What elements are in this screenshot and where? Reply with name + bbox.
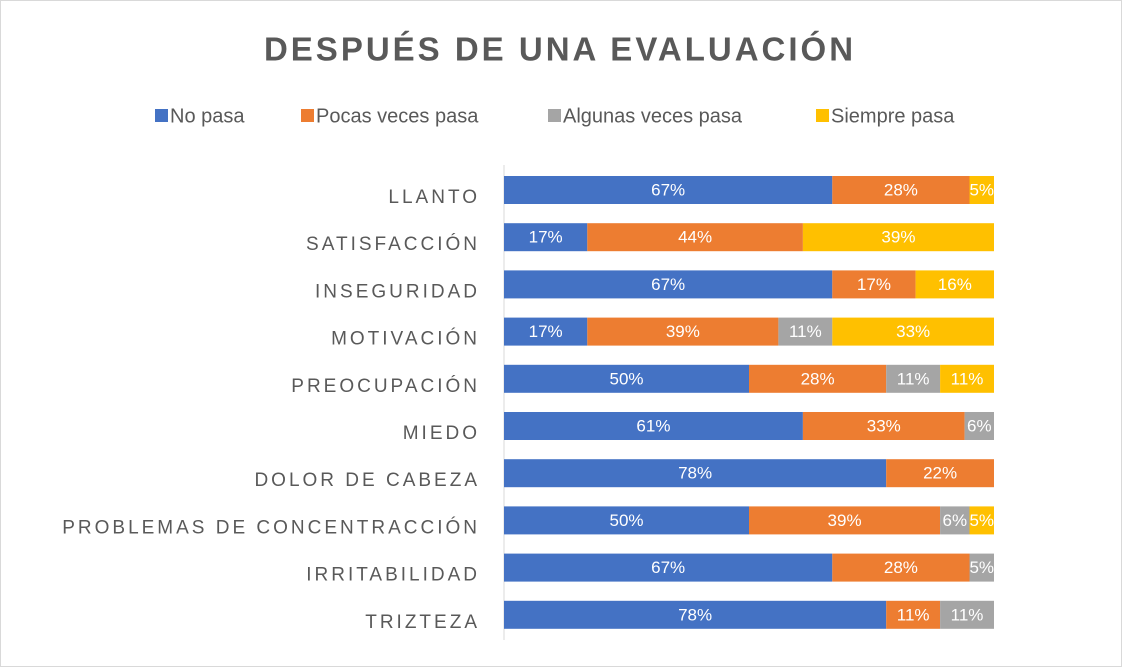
bar-segment	[915, 270, 994, 299]
bar-segment	[587, 317, 779, 346]
data-label: 39%	[666, 322, 700, 341]
bar-segment	[964, 412, 994, 440]
legend-swatch	[548, 109, 561, 122]
data-label: 17%	[857, 275, 891, 294]
data-label: 5%	[969, 180, 994, 199]
category-label: MIEDO	[403, 423, 480, 444]
bar-segment	[504, 600, 887, 629]
category-label: TRIZTEZA	[365, 612, 480, 633]
bar-segment	[940, 600, 994, 629]
bar-segment	[504, 223, 588, 252]
category-label: LLANTO	[388, 187, 480, 208]
bar-segment	[504, 176, 833, 204]
bar-segment	[832, 317, 994, 346]
bar-segment	[969, 553, 994, 582]
data-label: 11%	[897, 605, 930, 624]
bar-segment	[969, 506, 994, 535]
bar-segment	[832, 270, 916, 299]
category-label: MOTIVACIÓN	[331, 328, 480, 350]
data-label: 16%	[938, 275, 972, 294]
legend-swatch	[816, 109, 829, 122]
data-label: 6%	[967, 416, 992, 435]
bar-segment	[802, 223, 994, 252]
data-label: 5%	[969, 511, 994, 530]
bar-segment	[832, 176, 970, 204]
bar-segment	[832, 553, 970, 582]
bar-segment	[504, 317, 588, 346]
bar-segment	[504, 412, 803, 440]
bar-segment	[504, 553, 833, 582]
bar-segment	[969, 176, 994, 204]
data-label: 39%	[828, 511, 862, 530]
category-label: PROBLEMAS DE CONCENTRACCIÓN	[62, 516, 480, 538]
data-label: 33%	[896, 322, 930, 341]
legend-swatch	[301, 109, 314, 122]
bar-segment	[504, 506, 749, 535]
bar-segment	[504, 270, 833, 299]
bar-segment	[587, 223, 803, 252]
data-label: 61%	[636, 416, 670, 435]
category-label: SATISFACCIÓN	[306, 233, 480, 255]
legend-label: No pasa	[170, 105, 245, 127]
bar-segment	[749, 506, 941, 535]
bar-segment	[940, 364, 994, 393]
data-label: 67%	[651, 558, 685, 577]
data-label: 67%	[651, 275, 685, 294]
data-label: 28%	[801, 369, 835, 388]
bar-segment	[778, 317, 833, 346]
data-label: 78%	[678, 605, 712, 624]
legend-label: Siempre pasa	[831, 105, 955, 127]
bar-segment	[940, 506, 970, 535]
bar-segment	[504, 364, 749, 393]
data-label: 28%	[884, 180, 918, 199]
category-label: DOLOR DE CABEZA	[254, 470, 480, 491]
data-label: 33%	[867, 416, 901, 435]
data-label: 39%	[881, 228, 915, 247]
legend-swatch	[155, 109, 168, 122]
bar-segment	[749, 364, 887, 393]
category-label: PREOCUPACIÓN	[291, 375, 480, 397]
bar-segment	[504, 459, 887, 488]
data-label: 6%	[943, 511, 968, 530]
chart-title: DESPUÉS DE UNA EVALUACIÓN	[264, 31, 856, 68]
data-label: 44%	[678, 228, 712, 247]
data-label: 22%	[923, 464, 957, 483]
category-label: IRRITABILIDAD	[306, 565, 480, 586]
bar-segment	[886, 459, 994, 488]
legend-label: Pocas veces pasa	[316, 105, 479, 127]
data-label: 17%	[529, 322, 563, 341]
data-label: 11%	[951, 605, 984, 624]
data-label: 50%	[609, 369, 643, 388]
data-label: 11%	[789, 322, 822, 341]
data-label: 11%	[897, 369, 930, 388]
data-label: 67%	[651, 180, 685, 199]
data-label: 11%	[951, 369, 984, 388]
data-label: 50%	[609, 511, 643, 530]
bar-segment	[886, 600, 941, 629]
data-label: 5%	[969, 558, 994, 577]
category-label: INSEGURIDAD	[315, 281, 480, 302]
bar-segment	[802, 412, 965, 440]
bar-segment	[886, 364, 941, 393]
data-label: 28%	[884, 558, 918, 577]
data-label: 78%	[678, 464, 712, 483]
data-label: 17%	[529, 228, 563, 247]
legend-label: Algunas veces pasa	[563, 105, 743, 127]
